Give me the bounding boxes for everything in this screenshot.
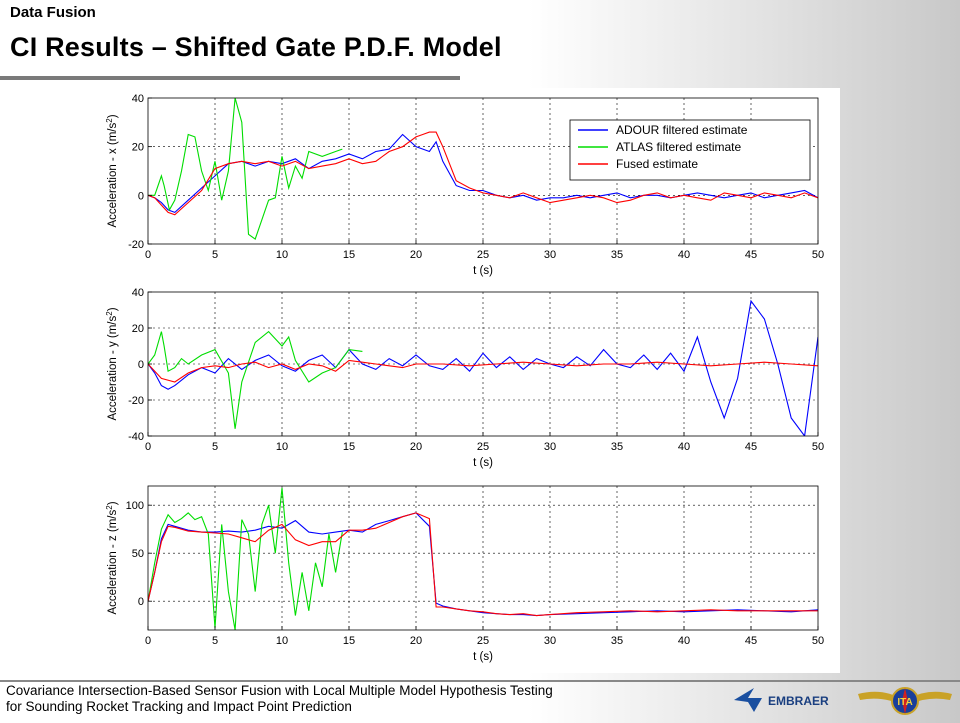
- x-tick-label: 40: [678, 249, 690, 261]
- x-tick-label: 50: [812, 635, 824, 647]
- chart-2: 0 5 10 15 20 25 30 35 40 45 50 -40 -20 0 20 40 t (s) Acce…: [105, 287, 825, 469]
- y-tick-label: -20: [128, 239, 144, 251]
- y-tick-label: 0: [138, 190, 144, 202]
- x-tick-label: 0: [145, 441, 151, 453]
- x-axis-label: t (s): [473, 651, 493, 663]
- y-tick-label: -40: [128, 431, 144, 443]
- series-line-3: [148, 512, 818, 617]
- x-tick-label: 35: [611, 635, 623, 647]
- x-tick-label: 35: [611, 249, 623, 261]
- footer-line-1: Covariance Intersection-Based Sensor Fus…: [6, 683, 553, 698]
- x-tick-label: 10: [276, 441, 288, 453]
- x-tick-label: 45: [745, 441, 757, 453]
- ita-logo-text: ITA: [897, 697, 912, 708]
- x-tick-label: 45: [745, 635, 757, 647]
- x-tick-label: 20: [410, 249, 422, 261]
- y-axis-label: Acceleration - x (m/s2): [105, 114, 120, 227]
- y-tick-label: 0: [138, 596, 144, 608]
- x-tick-label: 15: [343, 441, 355, 453]
- y-tick-label: 50: [132, 548, 144, 560]
- x-tick-label: 20: [410, 441, 422, 453]
- y-tick-label: -20: [128, 395, 144, 407]
- x-tick-label: 50: [812, 249, 824, 261]
- legend: ADOUR filtered estimate ATLAS filtered es…: [569, 119, 811, 181]
- x-tick-label: 5: [212, 249, 218, 261]
- y-tick-label: 0: [138, 359, 144, 371]
- x-tick-label: 5: [212, 441, 218, 453]
- x-axis-label: t (s): [473, 265, 493, 277]
- x-tick-label: 25: [477, 249, 489, 261]
- x-tick-label: 0: [145, 249, 151, 261]
- section-label: Data Fusion: [10, 4, 96, 21]
- y-tick-label: 40: [132, 287, 144, 299]
- x-tick-label: 0: [145, 635, 151, 647]
- legend-box: [569, 119, 811, 181]
- x-tick-label: 30: [544, 635, 556, 647]
- x-tick-label: 20: [410, 635, 422, 647]
- x-tick-label: 40: [678, 635, 690, 647]
- x-tick-label: 25: [477, 635, 489, 647]
- legend-entry-3: Fused estimate: [616, 157, 698, 171]
- y-axis-label: Acceleration - y (m/s2): [105, 307, 120, 420]
- y-tick-label: 40: [132, 93, 144, 105]
- x-tick-label: 10: [276, 249, 288, 261]
- series-line-1: [148, 299, 818, 436]
- x-tick-label: 30: [544, 441, 556, 453]
- x-axis-label: t (s): [473, 457, 493, 469]
- series-line-3: [148, 359, 818, 383]
- x-tick-label: 50: [812, 441, 824, 453]
- x-tick-label: 45: [745, 249, 757, 261]
- series-line-2: [148, 330, 363, 429]
- x-tick-label: 10: [276, 635, 288, 647]
- embraer-logo: EMBRAER: [732, 684, 840, 716]
- legend-entry-1: ADOUR filtered estimate: [616, 123, 748, 137]
- legend-entry-2: ATLAS filtered estimate: [616, 140, 741, 154]
- charts-panel: 0 5 10 15 20 25 30 35 40 45 50 -20 0 20 40 t (s) Acceler…: [90, 88, 840, 673]
- title-divider: [0, 76, 460, 80]
- x-tick-label: 30: [544, 249, 556, 261]
- footer-divider: [0, 680, 960, 682]
- footer-line-2: for Sounding Rocket Tracking and Impact …: [6, 699, 352, 714]
- y-tick-label: 100: [126, 500, 144, 512]
- y-tick-label: 20: [132, 142, 144, 154]
- footer-citation: Covariance Intersection-Based Sensor Fus…: [6, 683, 553, 715]
- embraer-logo-text: EMBRAER: [768, 694, 829, 708]
- series-line-2: [148, 487, 343, 630]
- embraer-logo-mark: [734, 688, 762, 712]
- series-line-3: [148, 131, 818, 216]
- chart-3: 0 5 10 15 20 25 30 35 40 45 50 0 50 100 t (s) Accelerat…: [105, 485, 824, 663]
- x-tick-label: 15: [343, 249, 355, 261]
- slide-title: CI Results – Shifted Gate P.D.F. Model: [10, 32, 502, 62]
- x-tick-label: 40: [678, 441, 690, 453]
- y-axis-label: Acceleration - z (m/s2): [105, 501, 120, 614]
- y-tick-label: 20: [132, 323, 144, 335]
- x-tick-label: 35: [611, 441, 623, 453]
- ita-wings-logo: ITA: [856, 682, 954, 718]
- x-tick-label: 15: [343, 635, 355, 647]
- x-tick-label: 5: [212, 635, 218, 647]
- x-tick-label: 25: [477, 441, 489, 453]
- series-line-2: [148, 98, 343, 240]
